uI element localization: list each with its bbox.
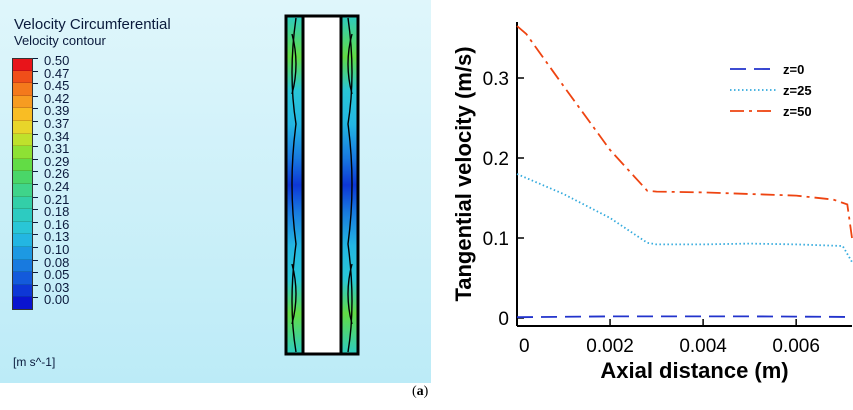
colorbar-level-label: 0.21	[44, 191, 70, 207]
colorbar-tick	[33, 284, 38, 286]
colorbar-level-label: 0.39	[44, 103, 70, 119]
y-axis-title: Tangential velocity (m/s)	[451, 46, 476, 301]
colorbar-level-label: 0.03	[44, 279, 70, 295]
colorbar-tick	[33, 108, 38, 110]
legend-label: z=50	[783, 104, 812, 119]
colorbar-swatch	[12, 95, 33, 109]
colorbar-tick	[33, 133, 38, 135]
colorbar-tick	[33, 196, 38, 198]
colorbar-level-label: 0.26	[44, 166, 70, 182]
colorbar-tick	[33, 259, 38, 261]
colorbar-swatch	[12, 158, 33, 172]
colorbar-swatch	[12, 171, 33, 184]
y-tick-label: 0.2	[483, 149, 509, 170]
colorbar-level-label: 0.05	[44, 267, 70, 283]
colorbar-level-label: 0.47	[44, 65, 70, 81]
x-tick-label: 0	[519, 336, 530, 357]
colorbar-level-label: 0.18	[44, 204, 70, 220]
colorbar-tick	[33, 146, 38, 148]
series-line-z-0	[516, 315, 853, 319]
colorbar-swatch	[12, 247, 33, 260]
colorbar-border	[12, 58, 33, 310]
colorbar-tick	[33, 184, 38, 185]
colorbar-level-label: 0.13	[44, 229, 70, 245]
y-tick-label: 0.3	[483, 69, 509, 90]
x-tick-label: 0.004	[679, 336, 727, 357]
series-line-z-50	[516, 25, 853, 239]
colorbar-level-label: 0.10	[44, 242, 70, 257]
colorbar-level-label: 0.16	[44, 216, 70, 232]
colorbar-level-label: 0.00	[44, 292, 70, 308]
colorbar-level-label: 0.50	[44, 53, 70, 68]
contour-gap	[304, 16, 340, 354]
legend-label: z=0	[783, 62, 804, 77]
colorbar-tick	[33, 221, 38, 223]
contour-panel: Velocity Circumferential Velocity contou…	[0, 0, 431, 383]
figure-caption: (a)	[412, 384, 429, 399]
x-axis-title: Axial distance (m)	[600, 358, 788, 383]
colorbar-swatch	[12, 70, 33, 84]
colorbar-level-label: 0.42	[44, 90, 70, 106]
x-tick-label: 0.002	[586, 336, 634, 357]
y-tick-label: 0	[498, 309, 509, 330]
velocity-contour-plot	[284, 14, 360, 356]
colorbar-unit: [m s^-1]	[13, 355, 56, 369]
colorbar-tick	[33, 171, 38, 173]
y-tick-label: 0.1	[483, 229, 509, 250]
colorbar-swatch	[12, 259, 33, 273]
colorbar-swatch	[12, 221, 33, 235]
colorbar-tick	[33, 95, 38, 97]
colorbar-level-label: 0.31	[44, 141, 70, 157]
colorbar-tick	[33, 209, 38, 211]
legend-label: z=25	[783, 83, 812, 98]
contour-left-wall	[286, 16, 304, 354]
colorbar-level-label: 0.34	[44, 128, 70, 144]
colorbar-level-label: 0.37	[44, 116, 70, 131]
colorbar-swatch	[12, 121, 33, 134]
colorbar-tick	[33, 247, 38, 248]
colorbar-swatch	[12, 58, 33, 71]
colorbar-swatch	[12, 83, 33, 96]
contour-title: Velocity Circumferential	[14, 16, 171, 33]
series-line-z-25	[516, 173, 853, 263]
colorbar-swatch	[12, 234, 33, 247]
colorbar-tick	[33, 83, 38, 85]
colorbar-tick	[33, 234, 38, 236]
colorbar-swatch	[12, 184, 33, 197]
colorbar-tick	[33, 70, 38, 72]
colorbar-level-label: 0.24	[44, 179, 70, 194]
colorbar-tick	[33, 158, 38, 160]
contour-subtitle: Velocity contour	[14, 33, 106, 48]
x-tick-label: 0.006	[772, 336, 820, 357]
colorbar-swatch	[12, 146, 33, 159]
colorbar-level-label: 0.08	[44, 254, 70, 270]
colorbar-swatch	[12, 272, 33, 285]
colorbar-level-label: 0.45	[44, 78, 70, 94]
colorbar-swatch	[12, 108, 33, 121]
contour-outline	[284, 14, 360, 356]
colorbar-tick	[33, 121, 38, 122]
colorbar-tick	[33, 297, 38, 299]
colorbar-swatch	[12, 196, 33, 210]
colorbar-swatch	[12, 133, 33, 147]
colorbar-swatch	[12, 284, 33, 298]
contour-right-wall	[340, 16, 358, 354]
colorbar-tick	[33, 272, 38, 274]
colorbar-tick	[33, 58, 38, 59]
colorbar-swatch	[12, 209, 33, 222]
colorbar-level-label: 0.29	[44, 153, 70, 169]
